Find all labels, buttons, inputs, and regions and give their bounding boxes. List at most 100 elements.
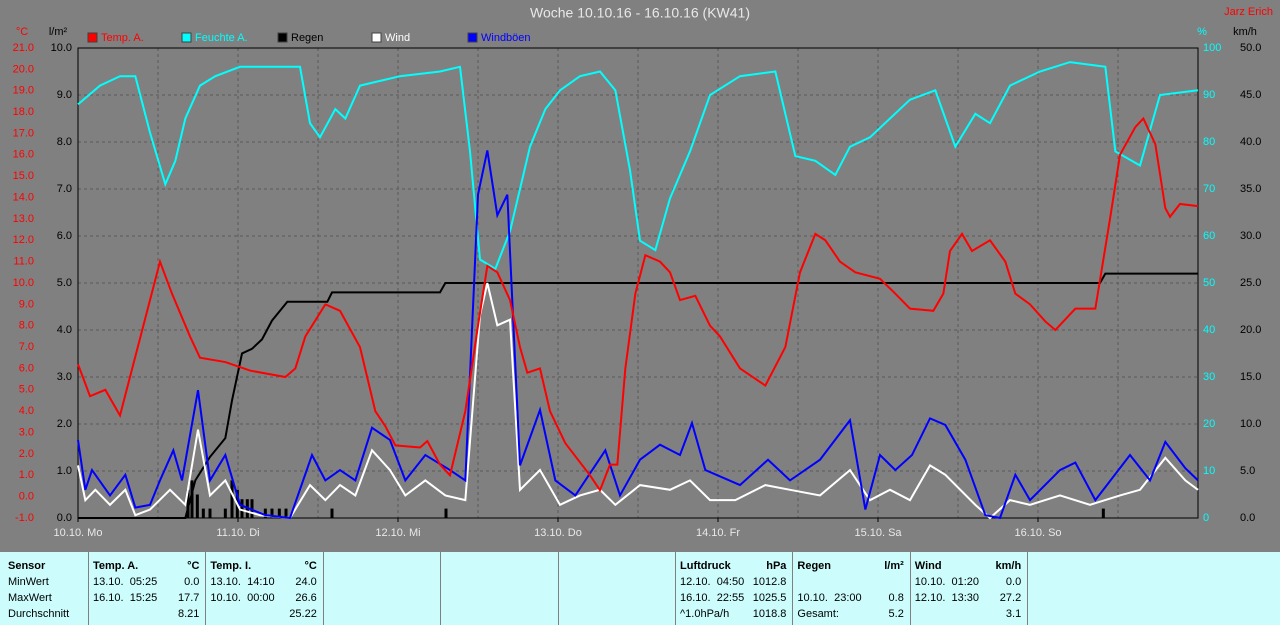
cell-time: Gesamt: [797,608,839,620]
tick-label: 6.0 [19,362,34,374]
col-divider [1027,552,1029,625]
rain-bar [277,508,281,518]
column-header: Temp. I. [210,560,252,572]
cell-time: 13.10. 05:25 [93,576,158,588]
tick-label: 0.0 [19,491,34,503]
tick-label: -1.0 [15,512,34,524]
tick-label: 9.0 [19,298,34,310]
tick-label: 3.0 [19,426,34,438]
tick-label: 90 [1203,89,1215,101]
tick-label: 18.0 [13,106,34,118]
cell-time: 10.10. 01:20 [914,576,980,588]
tick-label: 17.0 [13,127,34,139]
tick-label: 0 [1203,512,1209,524]
legend-label: Wind [385,32,410,44]
tick-label: 2.0 [19,448,34,460]
series-line [77,150,1199,520]
column-unit: °C [304,560,317,572]
col-divider [440,552,442,625]
row-label: MinWert [8,576,49,588]
tick-label: 30 [1203,371,1215,383]
axis-unit: % [1197,26,1207,38]
rain-bar [223,508,227,518]
rain-bar [240,499,244,518]
tick-label: 1.0 [19,469,34,481]
legend-swatch [371,32,382,43]
x-tick-label: 12.10. Mi [375,527,420,539]
tick-label: 10.0 [51,42,72,54]
column-header: Temp. A. [93,560,139,572]
axis-unit: l/m² [49,26,68,38]
column-unit: km/h [995,560,1022,572]
legend-label: Feuchte A. [195,32,248,44]
rain-bar [250,499,254,518]
axis-unit: °C [16,26,28,38]
col-divider [322,552,324,625]
column-header: Wind [914,560,942,572]
author: Jarz Erich [1224,6,1273,18]
rain-bar [270,508,274,518]
x-tick-label: 10.10. Mo [54,527,103,539]
row-label: Durchschnitt [8,608,70,620]
tick-label: 0.0 [1240,512,1255,524]
tick-label: 25.0 [1240,277,1261,289]
x-tick-label: 14.10. Fr [696,527,740,539]
tick-label: 5.0 [1240,465,1255,477]
cell-value: 5.2 [888,608,904,620]
cell-value: 17.7 [177,592,200,604]
rain-bar [263,508,267,518]
legend-swatch [277,32,288,43]
tick-label: 6.0 [57,230,72,242]
tick-label: 21.0 [13,42,34,54]
tick-label: 10.0 [13,277,34,289]
tick-label: 2.0 [57,418,72,430]
rain-bar [1101,508,1105,518]
cell-time: 12.10. 13:30 [914,592,980,604]
tick-label: 50 [1203,277,1215,289]
stats-table: Sensor MinWert MaxWert Durchschnitt Temp. A.… [0,552,1280,625]
tick-label: 5.0 [57,277,72,289]
series-line [77,116,1199,493]
rain-bar [444,508,448,518]
cell-time: 16.10. 22:55 [680,592,745,604]
column-unit: hPa [766,560,787,572]
legend-swatch [87,32,98,43]
tick-label: 8.0 [19,320,34,332]
tick-label: 40.0 [1240,136,1261,148]
cell-value: 3.1 [1005,608,1022,620]
cell-value: 0.8 [888,592,904,604]
tick-label: 4.0 [57,324,72,336]
column-unit: l/m² [884,560,904,572]
tick-label: 80 [1203,136,1215,148]
cell-value: 0.0 [1005,576,1022,588]
legend-label: Regen [291,32,323,44]
tick-label: 7.0 [57,183,72,195]
tick-label: 40 [1203,324,1215,336]
cell-time: 12.10. 04:50 [680,576,745,588]
rain-bar [186,489,190,518]
x-tick-label: 11.10. Di [216,527,259,539]
cell-value: 1012.8 [752,576,787,588]
legend-label: Temp. A. [101,32,144,44]
axis-unit: km/h [1233,26,1257,38]
cell-time: 13.10. 14:10 [210,576,275,588]
tick-label: 45.0 [1240,89,1261,101]
cell-value: 26.6 [295,592,317,604]
tick-label: 15.0 [13,170,34,182]
tick-label: 20.0 [13,63,34,75]
row-label: MaxWert [8,592,52,604]
tick-label: 5.0 [19,384,34,396]
tick-label: 10 [1203,465,1215,477]
rain-bar [208,508,212,518]
col-divider [557,552,559,625]
cell-time: 16.10. 15:25 [93,592,158,604]
x-tick-label: 16.10. So [1014,527,1061,539]
tick-label: 13.0 [13,213,34,225]
cell-time: 10.10. 00:00 [210,592,275,604]
legend-label: Windböen [481,32,531,44]
chart: Woche 10.10.16 - 16.10.16 (KW41) Jarz Er… [13,5,1273,539]
tick-label: 20 [1203,418,1215,430]
tick-label: 60 [1203,230,1215,242]
tick-label: 100 [1203,42,1221,54]
cell-value: 24.0 [295,576,317,588]
